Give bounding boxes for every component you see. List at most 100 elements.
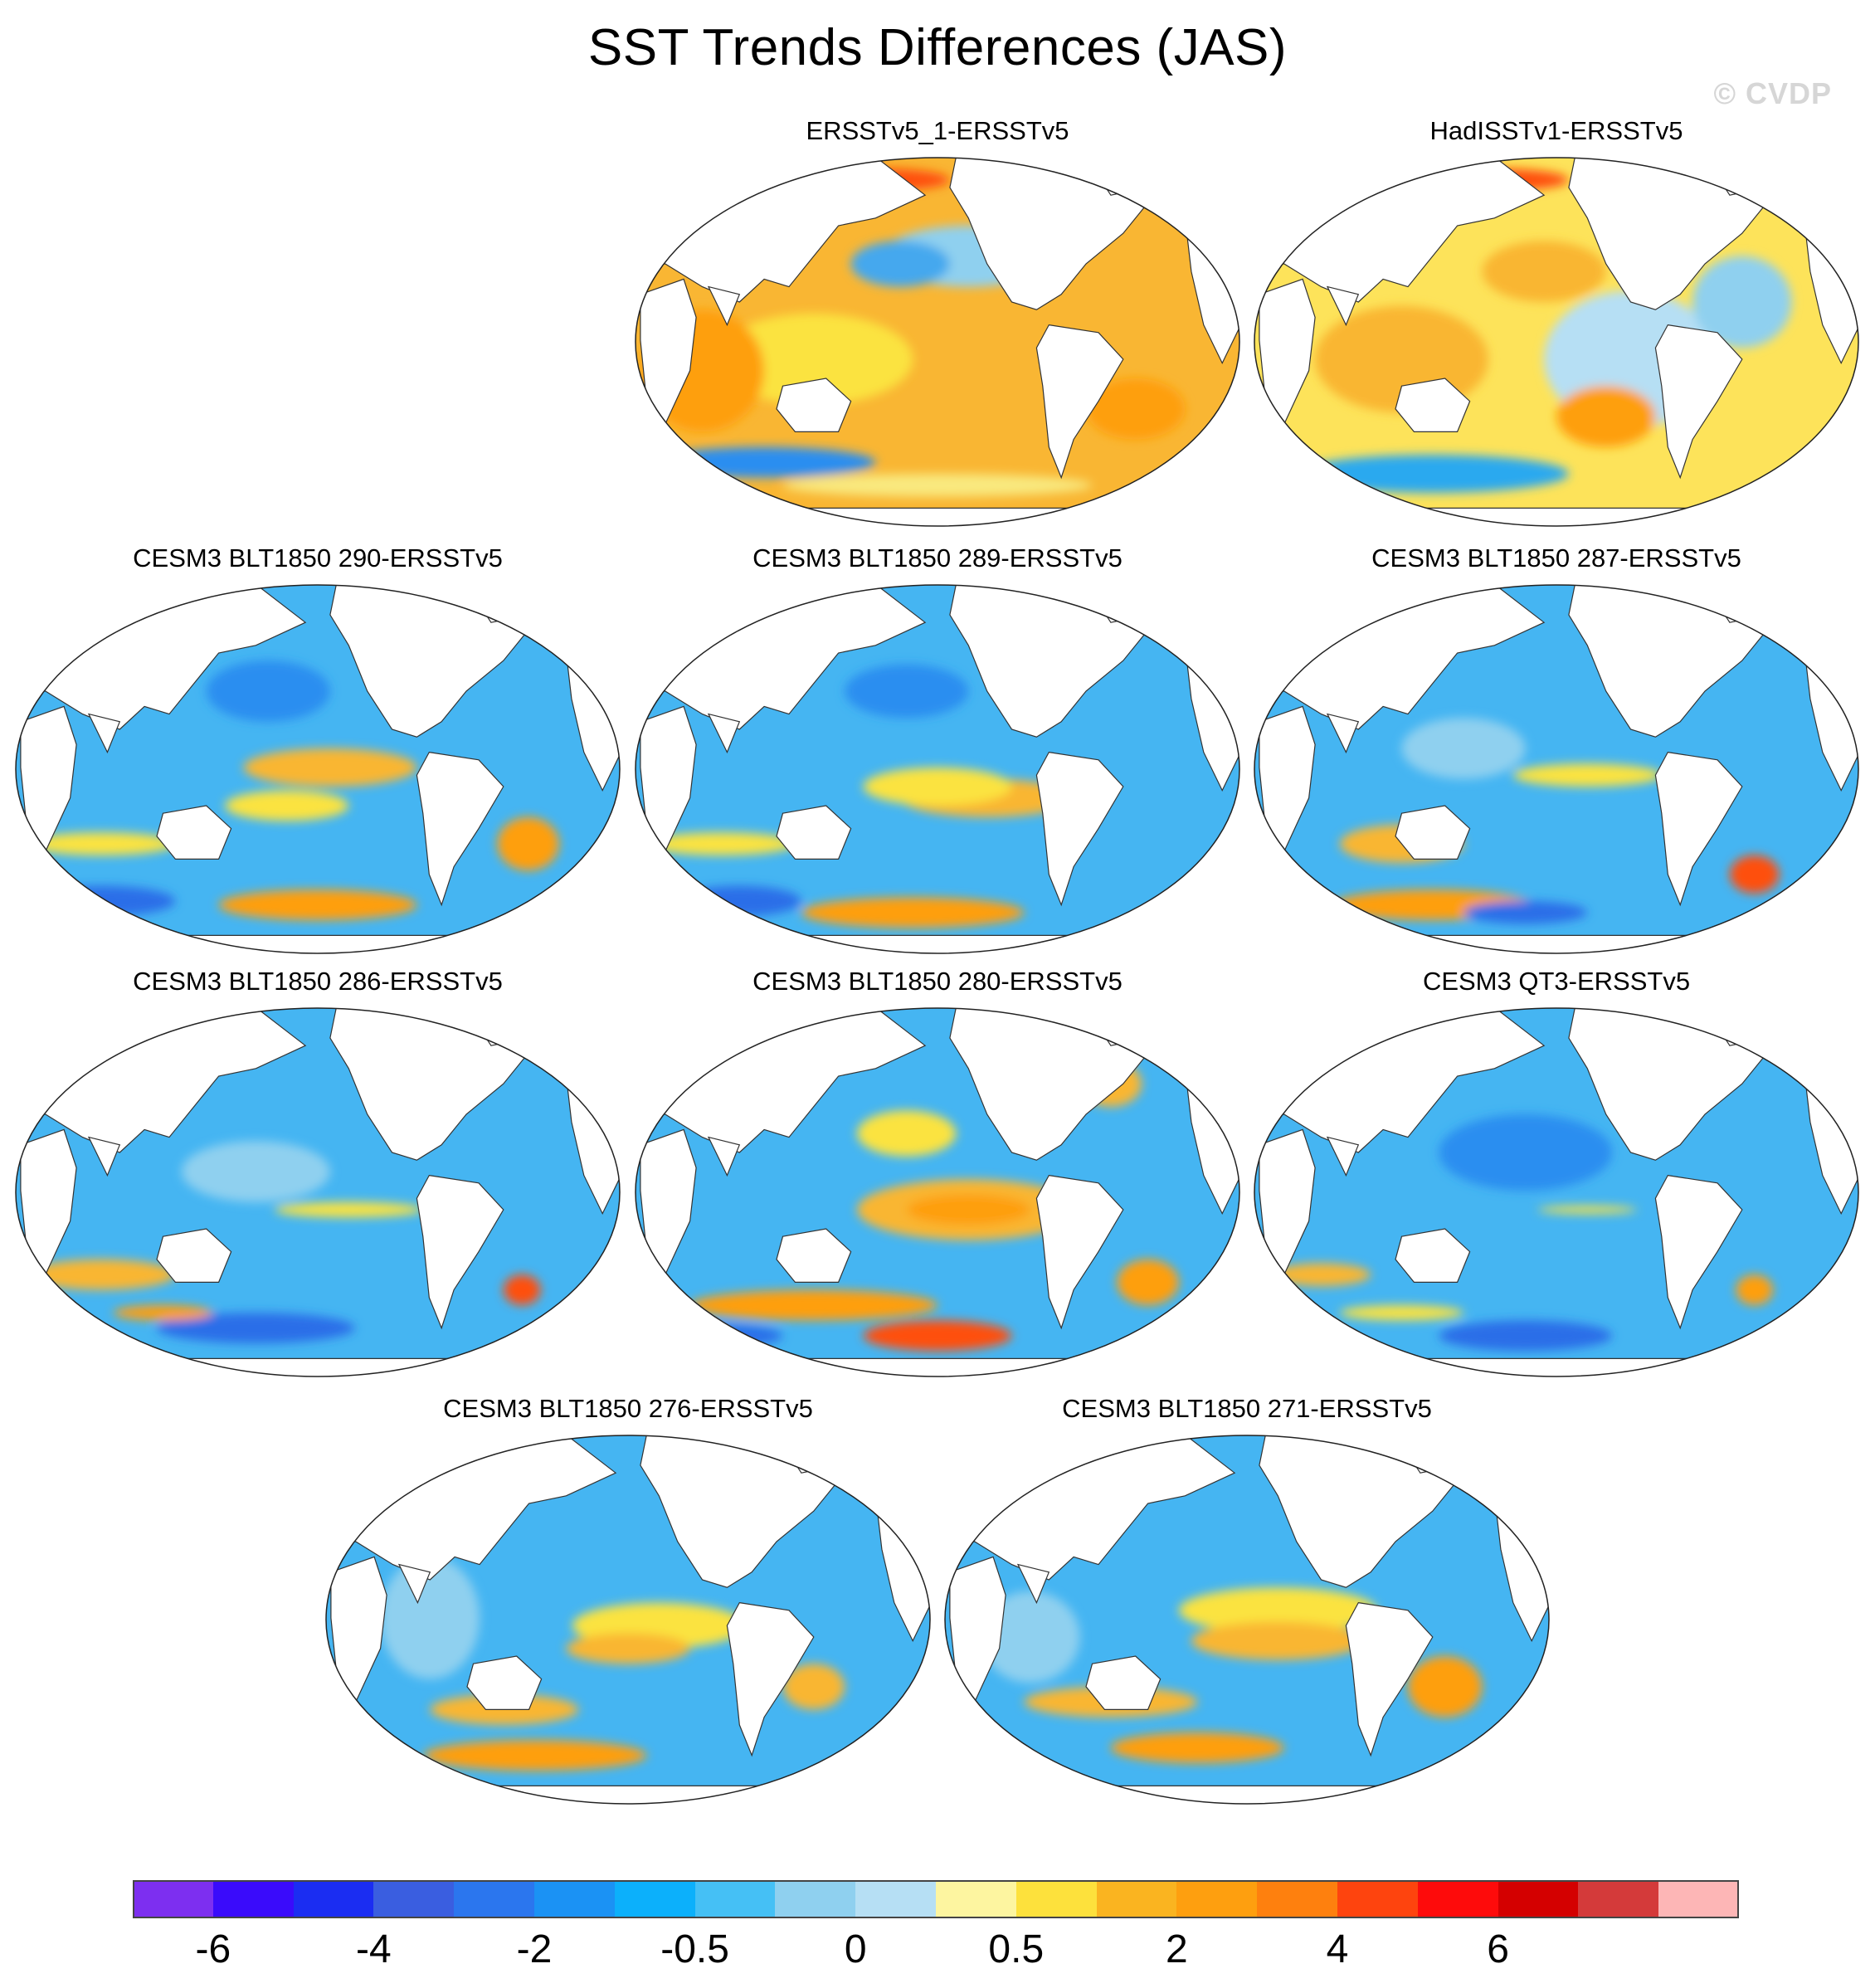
anomaly-region bbox=[27, 832, 176, 855]
colorbar-cell bbox=[1498, 1880, 1579, 1918]
anomaly-region bbox=[1439, 1114, 1613, 1191]
land-mass bbox=[70, 934, 566, 953]
panel-title: HadISSTv1-ERSSTv5 bbox=[1429, 116, 1683, 145]
land-mass bbox=[1395, 378, 1471, 432]
anomaly-region bbox=[677, 885, 801, 917]
map-svg bbox=[1254, 157, 1859, 527]
anomaly-region bbox=[1537, 1206, 1637, 1214]
land-mass bbox=[1395, 805, 1471, 860]
land-mass bbox=[1035, 1174, 1124, 1330]
anomaly-region bbox=[646, 832, 796, 855]
panel-title: CESM3 BLT1850 271-ERSSTv5 bbox=[1062, 1394, 1432, 1423]
panel-title: CESM3 BLT1850 289-ERSSTv5 bbox=[752, 543, 1123, 573]
land-mass bbox=[20, 705, 77, 853]
anomaly-region bbox=[1296, 455, 1569, 493]
anomaly-region bbox=[206, 660, 330, 722]
land-mass bbox=[397, 1563, 431, 1605]
anomaly-region bbox=[652, 446, 876, 478]
land-mass bbox=[949, 1556, 1006, 1703]
map-svg bbox=[635, 157, 1240, 527]
anomaly-region bbox=[274, 1201, 423, 1218]
anomaly-region bbox=[801, 897, 1025, 928]
colorbar-cell bbox=[1578, 1880, 1659, 1918]
anomaly-region bbox=[714, 313, 913, 406]
anomaly-region bbox=[1729, 855, 1780, 894]
anomaly-region bbox=[1736, 1274, 1774, 1305]
watermark: © CVDP bbox=[1713, 76, 1832, 110]
map-panel: CESM3 BLT1850 290-ERSSTv5 bbox=[8, 543, 627, 958]
land-mass bbox=[776, 378, 852, 432]
panel-title: CESM3 BLT1850 287-ERSSTv5 bbox=[1371, 543, 1741, 573]
colorbar-tick-label: -4 bbox=[356, 1927, 392, 1971]
anomaly-region bbox=[1692, 256, 1792, 348]
anomaly-region bbox=[181, 1141, 330, 1202]
panel-title: CESM3 QT3-ERSSTv5 bbox=[1422, 967, 1691, 996]
map-border bbox=[635, 584, 1240, 954]
land-mass bbox=[1308, 1357, 1804, 1376]
colorbar-cell bbox=[212, 1880, 295, 1918]
anomaly-region bbox=[782, 474, 1093, 497]
land-mass bbox=[1654, 751, 1743, 907]
anomaly-region bbox=[981, 1591, 1080, 1683]
land-mass bbox=[70, 1357, 566, 1376]
land-mass bbox=[1654, 324, 1743, 480]
colorbar-cell bbox=[1417, 1880, 1499, 1918]
land-mass bbox=[689, 1357, 1186, 1376]
anomaly-region bbox=[1117, 1259, 1179, 1305]
panel-title: ERSSTv5_1-ERSSTv5 bbox=[806, 116, 1069, 145]
map-svg bbox=[15, 584, 621, 954]
map-panel: CESM3 BLT1850 287-ERSSTv5 bbox=[1247, 543, 1866, 958]
land-mass bbox=[707, 285, 741, 327]
anomaly-region bbox=[27, 1259, 176, 1290]
anomaly-region bbox=[243, 748, 417, 787]
anomaly-region bbox=[218, 889, 417, 920]
colorbar-cell bbox=[1257, 1880, 1338, 1918]
anomaly-region bbox=[225, 790, 349, 821]
map-panel: CESM3 QT3-ERSSTv5 bbox=[1247, 967, 1866, 1381]
map-border bbox=[635, 1007, 1240, 1377]
anomaly-region bbox=[1512, 763, 1662, 787]
land-mass bbox=[689, 507, 1186, 526]
anomaly-region bbox=[380, 1557, 480, 1679]
land-mass bbox=[1085, 1655, 1162, 1710]
map-svg bbox=[1254, 584, 1859, 954]
anomaly-region bbox=[845, 664, 969, 719]
anomaly-region bbox=[113, 1305, 213, 1321]
colorbar bbox=[133, 1880, 1740, 1918]
land-mass bbox=[1259, 278, 1316, 426]
map-svg bbox=[635, 1007, 1240, 1377]
map-panel: CESM3 BLT1850 289-ERSSTv5 bbox=[628, 543, 1247, 958]
land-mass bbox=[87, 1136, 121, 1177]
anomaly-region bbox=[1178, 1587, 1377, 1634]
map-panel: CESM3 BLT1850 286-ERSSTv5 bbox=[8, 967, 627, 1381]
colorbar-cell bbox=[1337, 1880, 1419, 1918]
land-mass bbox=[1308, 507, 1804, 526]
map-svg bbox=[15, 1007, 621, 1377]
land-mass bbox=[1308, 934, 1804, 953]
land-mass bbox=[1035, 751, 1124, 907]
colorbar-tick-label: 0 bbox=[844, 1927, 867, 1971]
anomaly-region bbox=[1401, 718, 1526, 779]
land-mass bbox=[20, 1128, 77, 1276]
land-mass bbox=[380, 1785, 876, 1804]
land-mass bbox=[776, 1228, 852, 1283]
anomaly-region bbox=[1439, 1320, 1613, 1352]
land-mass bbox=[1326, 1136, 1360, 1177]
anomaly-region bbox=[27, 885, 176, 917]
map-panel: CESM3 BLT1850 276-ERSSTv5 bbox=[319, 1394, 938, 1809]
colorbar-cell bbox=[1658, 1880, 1740, 1918]
anomaly-region bbox=[503, 1274, 541, 1305]
anomaly-region bbox=[1110, 1732, 1284, 1763]
land-mass bbox=[640, 278, 697, 426]
map-svg bbox=[635, 584, 1240, 954]
colorbar-tick-label: 2 bbox=[1166, 1927, 1188, 1971]
map-panel: HadISSTv1-ERSSTv5 bbox=[1247, 116, 1866, 531]
anomaly-region bbox=[906, 1194, 1030, 1225]
land-mass bbox=[1345, 1601, 1434, 1757]
land-mass bbox=[726, 1601, 815, 1757]
anomaly-region bbox=[497, 816, 559, 871]
colorbar-tick-label: -2 bbox=[516, 1927, 553, 1971]
map-svg bbox=[944, 1435, 1550, 1805]
map-border bbox=[325, 1435, 931, 1805]
map-border bbox=[15, 584, 621, 954]
